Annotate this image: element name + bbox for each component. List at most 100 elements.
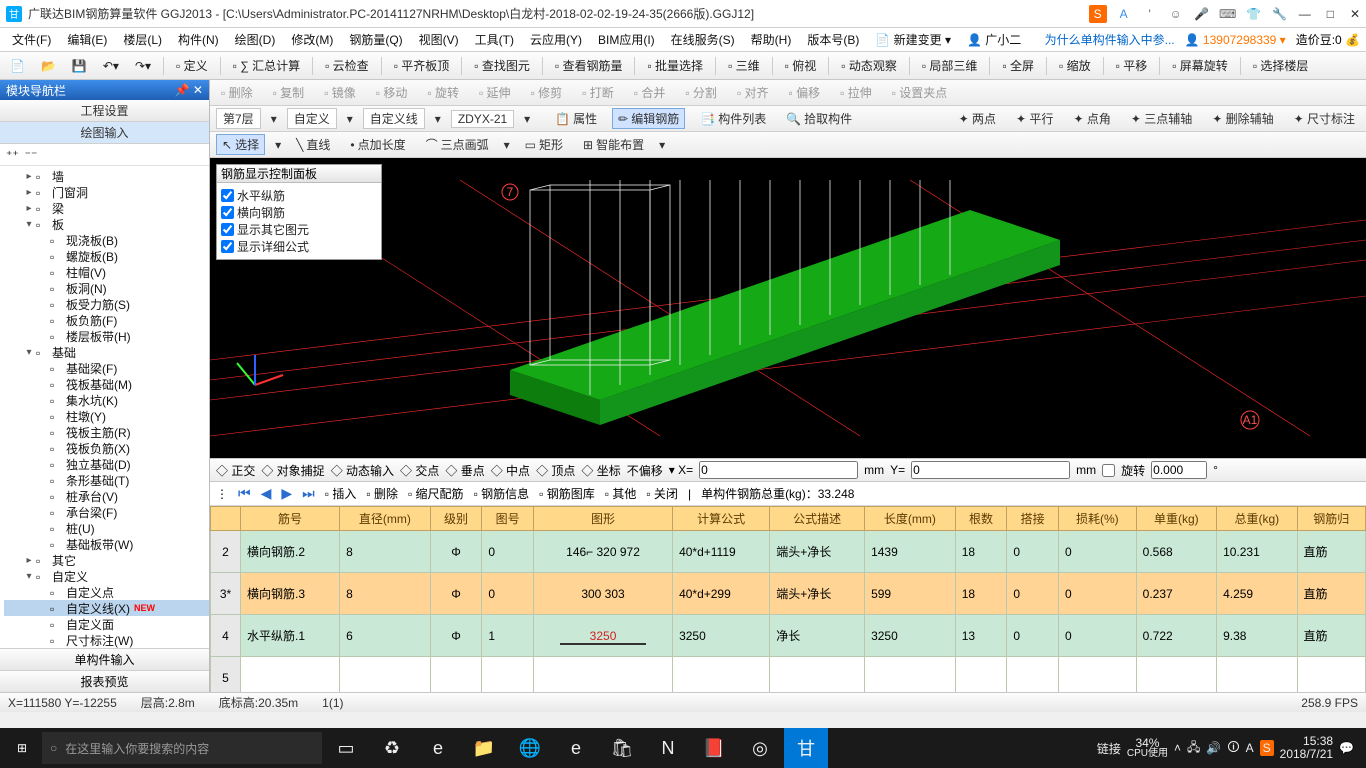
- tree-筏板主筋(R)[interactable]: ▫筏板主筋(R): [4, 424, 209, 440]
- ime-mic-icon[interactable]: 🎤: [1193, 5, 1211, 23]
- tab-project-settings[interactable]: 工程设置: [0, 100, 209, 122]
- ime-a-icon[interactable]: A: [1115, 5, 1133, 23]
- edge-icon[interactable]: e: [416, 728, 460, 768]
- tb-缩放[interactable]: ▫ 缩放: [1055, 55, 1095, 76]
- undo-icon[interactable]: ↶▾: [99, 57, 123, 75]
- rebar-row-3*[interactable]: 3*横向钢筋.38 Φ0300 303 40*d+299端头+净长 59918 …: [211, 573, 1366, 615]
- tb-定义[interactable]: ▫ 定义: [172, 55, 212, 76]
- tree-独立基础(D)[interactable]: ▫独立基础(D): [4, 456, 209, 472]
- menu-文件(F)[interactable]: 文件(F): [6, 29, 57, 50]
- menu-修改(M)[interactable]: 修改(M): [285, 29, 339, 50]
- next-icon[interactable]: ▶: [281, 485, 292, 502]
- ttb-钢筋图库[interactable]: ▫ 钢筋图库: [539, 485, 595, 502]
- snap-坐标[interactable]: ◇ 坐标: [581, 462, 620, 479]
- sogou-icon[interactable]: S: [1089, 5, 1107, 23]
- aux-平行[interactable]: ✦ 平行: [1011, 109, 1058, 128]
- prev-icon[interactable]: ◀: [261, 485, 272, 502]
- open-icon[interactable]: 📂: [37, 57, 60, 75]
- reader-icon[interactable]: 📕: [692, 728, 736, 768]
- tip-link[interactable]: 为什么单构件输入中参...: [1045, 31, 1175, 48]
- viewport-3d[interactable]: 7 A1 钢筋显示控制面板 水平纵筋横向钢筋显示其它图元显示详细公式: [210, 158, 1366, 458]
- rotate-check[interactable]: [1102, 464, 1115, 477]
- ie-icon[interactable]: e: [554, 728, 598, 768]
- pick-button[interactable]: 🔍 拾取构件: [781, 109, 857, 128]
- browser-icon[interactable]: 🌐: [508, 728, 552, 768]
- ime-skin-icon[interactable]: 👕: [1245, 5, 1263, 23]
- tb-∑ 汇总计算[interactable]: ▫ ∑ 汇总计算: [229, 55, 304, 76]
- search-box[interactable]: ○ 在这里输入你要搜索的内容: [42, 732, 322, 764]
- ttb-删除[interactable]: ▫ 删除: [366, 485, 398, 502]
- tree-基础[interactable]: ▾▫基础: [4, 344, 209, 360]
- tree-筏板负筋(X)[interactable]: ▫筏板负筋(X): [4, 440, 209, 456]
- menu-钢筋量(Q)[interactable]: 钢筋量(Q): [343, 29, 408, 50]
- tree-承台梁(F)[interactable]: ▫承台梁(F): [4, 504, 209, 520]
- tree-板洞(N)[interactable]: ▫板洞(N): [4, 280, 209, 296]
- tray-up-icon[interactable]: ˄: [1174, 741, 1181, 755]
- snap-正交[interactable]: ◇ 正交: [216, 462, 255, 479]
- aux-三点辅轴[interactable]: ✦ 三点辅轴: [1126, 109, 1197, 128]
- tb-全屏[interactable]: ▫ 全屏: [998, 55, 1038, 76]
- snap-中点[interactable]: ◇ 中点: [491, 462, 530, 479]
- tb-云检查[interactable]: ▫ 云检查: [321, 55, 373, 76]
- table-handle-icon[interactable]: ⋮: [216, 487, 228, 501]
- tray-sogou-icon[interactable]: S: [1260, 740, 1274, 756]
- tree-门窗洞[interactable]: ▸▫门窗洞: [4, 184, 209, 200]
- tb-批量选择[interactable]: ▫ 批量选择: [643, 55, 707, 76]
- rebar-row-2[interactable]: 2横向钢筋.28 Φ0146⌐ 320 972 40*d+1119端头+净长 1…: [211, 531, 1366, 573]
- new-file-icon[interactable]: 📄: [6, 57, 29, 75]
- app1-icon[interactable]: ♻: [370, 728, 414, 768]
- link-label[interactable]: 链接: [1097, 740, 1121, 757]
- tray-ime-icon[interactable]: A: [1246, 741, 1254, 755]
- new-change-button[interactable]: 📄 新建变更 ▾: [869, 29, 957, 50]
- ime-punct-icon[interactable]: ': [1141, 5, 1159, 23]
- offset-select[interactable]: 不偏移: [627, 462, 663, 479]
- tb-平移[interactable]: ▫ 平移: [1112, 55, 1152, 76]
- tree-尺寸标注(W)[interactable]: ▫尺寸标注(W): [4, 632, 209, 648]
- menu-绘图(D)[interactable]: 绘图(D): [229, 29, 282, 50]
- aux-点角[interactable]: ✦ 点角: [1068, 109, 1115, 128]
- folder-icon[interactable]: 📁: [462, 728, 506, 768]
- edit-rebar-button[interactable]: ✏ 编辑钢筋: [612, 108, 685, 129]
- component-list-button[interactable]: 📑 构件列表: [695, 109, 771, 128]
- menu-编辑(E)[interactable]: 编辑(E): [61, 29, 113, 50]
- snap-顶点[interactable]: ◇ 顶点: [536, 462, 575, 479]
- ttb-其他[interactable]: ▫ 其他: [605, 485, 637, 502]
- tb-三维[interactable]: ▫ 三维: [724, 55, 764, 76]
- rebar-opt-显示其它图元[interactable]: 显示其它图元: [221, 221, 377, 238]
- tree-现浇板(B)[interactable]: ▫现浇板(B): [4, 232, 209, 248]
- taskview-icon[interactable]: ▭: [324, 728, 368, 768]
- rebar-row-5[interactable]: 5: [211, 657, 1366, 693]
- tree-板[interactable]: ▾▫板: [4, 216, 209, 232]
- menu-楼层(L)[interactable]: 楼层(L): [117, 29, 168, 50]
- tab-report-preview[interactable]: 报表预览: [0, 670, 209, 692]
- save-icon[interactable]: 💾: [68, 57, 91, 75]
- tree-自定义面[interactable]: ▫自定义面: [4, 616, 209, 632]
- tree-墙[interactable]: ▸▫墙: [4, 168, 209, 184]
- maximize-button[interactable]: □: [1327, 7, 1334, 21]
- snap-垂点[interactable]: ◇ 垂点: [445, 462, 484, 479]
- tree-螺旋板(B)[interactable]: ▫螺旋板(B): [4, 248, 209, 264]
- menu-在线服务(S)[interactable]: 在线服务(S): [665, 29, 741, 50]
- aux-尺寸标注[interactable]: ✦ 尺寸标注: [1289, 109, 1360, 128]
- tb-俯视[interactable]: ▫ 俯视: [781, 55, 821, 76]
- navigation-tree[interactable]: ▸▫墙▸▫门窗洞▸▫梁▾▫板▫现浇板(B)▫螺旋板(B)▫柱帽(V)▫板洞(N)…: [0, 166, 209, 648]
- rebar-opt-显示详细公式[interactable]: 显示详细公式: [221, 238, 377, 255]
- tree-板受力筋(S)[interactable]: ▫板受力筋(S): [4, 296, 209, 312]
- rebar-opt-水平纵筋[interactable]: 水平纵筋: [221, 187, 377, 204]
- select-button[interactable]: ↖ 选择: [216, 134, 265, 155]
- smart-layout-button[interactable]: ⊞ 智能布置: [578, 135, 649, 154]
- ime-keyboard-icon[interactable]: ⌨: [1219, 5, 1237, 23]
- tree-板负筋(F)[interactable]: ▫板负筋(F): [4, 312, 209, 328]
- tree-expand-icon[interactable]: ⁺⁺: [6, 148, 19, 162]
- aux-两点[interactable]: ✦ 两点: [954, 109, 1001, 128]
- ttb-插入[interactable]: ▫ 插入: [325, 485, 357, 502]
- tree-集水坑(K)[interactable]: ▫集水坑(K): [4, 392, 209, 408]
- close-button[interactable]: ✕: [1350, 7, 1360, 21]
- ttb-关闭[interactable]: ▫ 关闭: [646, 485, 678, 502]
- tree-基础板带(W)[interactable]: ▫基础板带(W): [4, 536, 209, 552]
- menu-云应用(Y)[interactable]: 云应用(Y): [524, 29, 588, 50]
- tree-基础梁(F)[interactable]: ▫基础梁(F): [4, 360, 209, 376]
- first-icon[interactable]: ⏮: [238, 485, 251, 502]
- tree-桩承台(V)[interactable]: ▫桩承台(V): [4, 488, 209, 504]
- x-input[interactable]: [699, 461, 858, 479]
